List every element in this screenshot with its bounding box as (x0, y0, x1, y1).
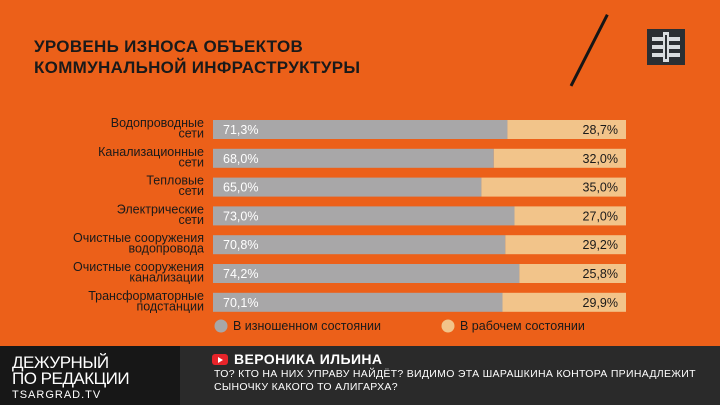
value-label-working-2: 35,0% (583, 181, 618, 195)
category-label-4-line-1: водопровода (128, 242, 204, 256)
category-label-4-line-0: Очистные сооружения (73, 231, 204, 245)
category-label-6-line-1: подстанции (136, 299, 204, 313)
value-label-worn-6: 70,1% (223, 296, 258, 310)
show-website: TSARGRAD.TV (12, 389, 102, 401)
value-label-worn-0: 71,3% (223, 123, 258, 137)
legend-label-0: В изношенном состоянии (233, 319, 381, 333)
legend-label-1: В рабочем состоянии (460, 319, 585, 333)
value-label-worn-4: 70,8% (223, 238, 258, 252)
category-label-0-line-0: Водопроводные (111, 116, 204, 130)
category-label-5-line-1: канализации (129, 271, 204, 285)
category-label-5-line-0: Очистные сооружения (73, 260, 204, 274)
show-branding: Дежурный по редакции TSARGRAD.TV (0, 346, 180, 405)
bar-working-4 (505, 235, 626, 255)
logo-divider-line (569, 14, 609, 87)
bar-worn-5 (213, 264, 520, 283)
value-label-worn-5: 74,2% (223, 267, 258, 281)
bar-working-2 (481, 177, 626, 197)
bar-worn-0 (213, 120, 508, 139)
category-label-3-line-0: Электрические (117, 202, 204, 216)
bar-working-3 (514, 206, 626, 226)
message-text: ТО? КТО НА НИХ УПРАВУ НАЙДЁТ? ВИДИМО ЭТА… (214, 368, 696, 393)
value-label-worn-3: 73,0% (223, 209, 258, 223)
category-label-3-line-1: сети (179, 213, 205, 227)
legend-swatch-0 (214, 319, 228, 333)
show-name-line-1: Дежурный (12, 353, 109, 372)
value-label-working-4: 29,2% (583, 238, 618, 252)
bar-worn-3 (213, 206, 515, 226)
bar-worn-6 (213, 292, 503, 312)
category-label-2-line-0: Тепловые (146, 174, 204, 188)
bar-working-0 (507, 120, 626, 139)
bar-worn-2 (213, 177, 482, 197)
bar-worn-1 (213, 148, 494, 168)
bar-working-5 (519, 264, 626, 283)
value-label-worn-1: 68,0% (223, 152, 258, 166)
value-label-working-6: 29,9% (583, 296, 618, 310)
category-label-1-line-0: Канализационные (98, 145, 204, 159)
youtube-icon (212, 354, 228, 365)
bar-worn-4 (213, 235, 506, 255)
bar-working-6 (502, 292, 626, 312)
category-label-2-line-1: сети (179, 184, 205, 198)
viewer-message-box: ВЕРОНИКА ИЛЬИНА ТО? КТО НА НИХ УПРАВУ НА… (180, 346, 720, 405)
category-label-1-line-1: сети (179, 155, 205, 169)
tsargrad-cross-logo-icon (647, 29, 685, 65)
category-label-6-line-0: Трансформаторные (88, 289, 204, 303)
value-label-worn-2: 65,0% (223, 181, 258, 195)
show-name-line-2: по редакции (12, 369, 130, 388)
chart-title-line-1: УРОВЕНЬ ИЗНОСА ОБЪЕКТОВ (34, 37, 304, 56)
message-author: ВЕРОНИКА ИЛЬИНА (234, 351, 383, 367)
legend-swatch-1 (441, 319, 455, 333)
value-label-working-0: 28,7% (583, 123, 618, 137)
chart-title: УРОВЕНЬ ИЗНОСА ОБЪЕКТОВ КОММУНАЛЬНОЙ ИНФ… (34, 36, 360, 78)
category-label-0-line-1: сети (179, 127, 205, 141)
chart-title-line-2: КОММУНАЛЬНОЙ ИНФРАСТРУКТУРЫ (34, 58, 361, 77)
value-label-working-5: 25,8% (583, 267, 618, 281)
value-label-working-1: 32,0% (583, 152, 618, 166)
bar-working-1 (493, 148, 626, 168)
lower-third: Дежурный по редакции TSARGRAD.TV ВЕРОНИК… (0, 346, 720, 405)
value-label-working-3: 27,0% (583, 209, 618, 223)
